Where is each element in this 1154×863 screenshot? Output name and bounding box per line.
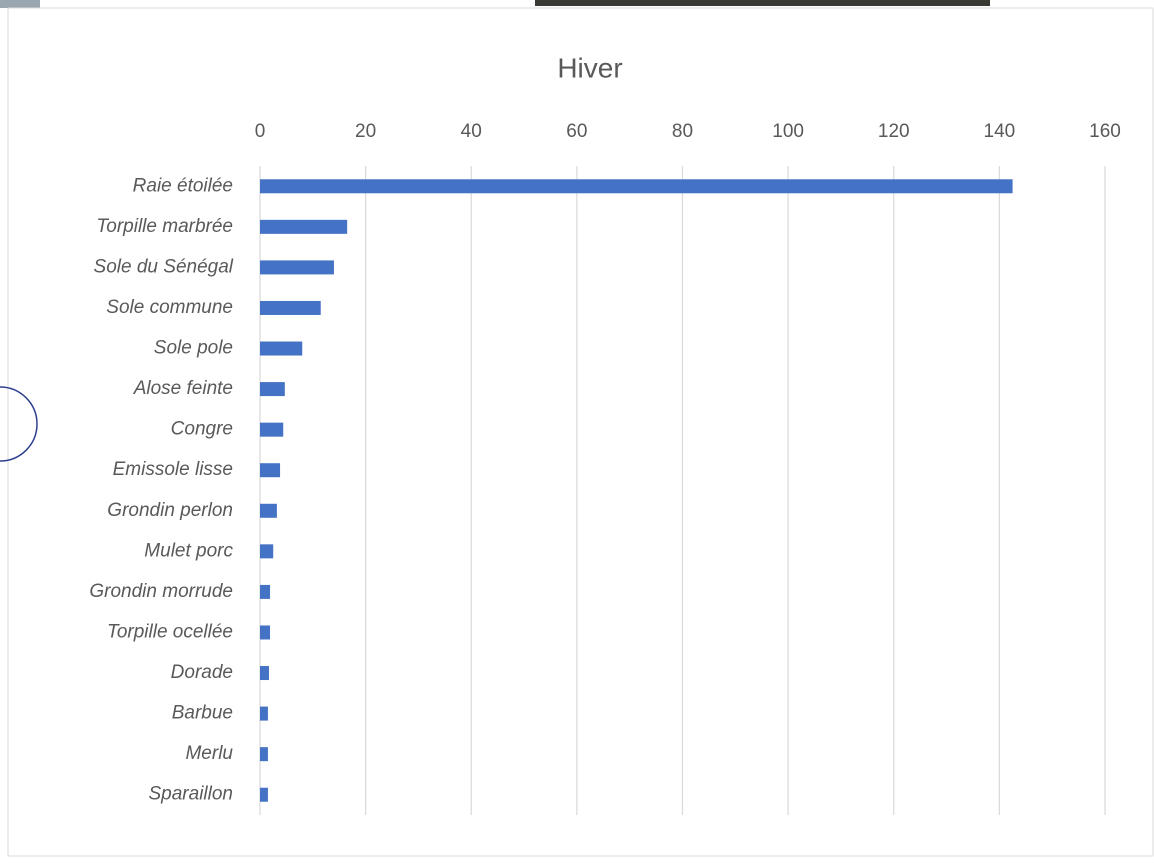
x-tick-label: 160 xyxy=(1089,121,1121,142)
y-tick-label: Torpille ocellée xyxy=(107,621,233,642)
bar xyxy=(260,219,348,234)
chart-frame xyxy=(7,7,1154,857)
bar xyxy=(260,341,303,356)
bar xyxy=(260,584,271,599)
bar xyxy=(260,544,274,559)
y-tick-label: Sole pole xyxy=(154,338,233,359)
bar xyxy=(260,666,269,681)
bar xyxy=(260,260,334,275)
y-tick-label: Barbue xyxy=(172,703,233,724)
chart-title: Hiver xyxy=(557,52,622,83)
y-tick-label: Sole commune xyxy=(106,297,233,318)
bar xyxy=(260,503,277,518)
y-tick-label: Torpille marbrée xyxy=(96,216,233,237)
bar xyxy=(260,382,285,397)
x-tick-label: 20 xyxy=(355,121,376,142)
bar xyxy=(260,300,321,315)
photo-fragment xyxy=(0,0,40,8)
y-tick-label: Dorade xyxy=(171,662,233,683)
bar xyxy=(260,747,268,762)
y-tick-label: Sole du Sénégal xyxy=(94,256,234,277)
photo-fragment xyxy=(535,0,990,6)
circle-fragment xyxy=(0,386,38,462)
y-tick-label: Raie étoilée xyxy=(133,175,233,196)
y-tick-label: Grondin morrude xyxy=(89,581,233,602)
x-tick-label: 60 xyxy=(566,121,587,142)
x-tick-label: 80 xyxy=(672,121,693,142)
x-tick-label: 140 xyxy=(984,121,1016,142)
bar xyxy=(260,706,268,721)
bar xyxy=(260,463,281,478)
y-tick-label: Sparaillon xyxy=(149,784,234,805)
y-tick-label: Merlu xyxy=(185,743,233,764)
x-tick-label: 120 xyxy=(878,121,910,142)
bar xyxy=(260,422,284,437)
y-tick-label: Alose feinte xyxy=(133,378,233,399)
x-tick-label: 0 xyxy=(255,121,266,142)
y-tick-label: Grondin perlon xyxy=(107,500,233,521)
bar xyxy=(260,787,268,802)
bar xyxy=(260,625,271,640)
y-tick-label: Emissole lisse xyxy=(113,459,233,480)
x-tick-label: 40 xyxy=(461,121,482,142)
y-tick-label: Mulet porc xyxy=(144,540,233,561)
y-tick-label: Congre xyxy=(171,419,233,440)
x-tick-label: 100 xyxy=(772,121,804,142)
bar xyxy=(260,179,1013,194)
